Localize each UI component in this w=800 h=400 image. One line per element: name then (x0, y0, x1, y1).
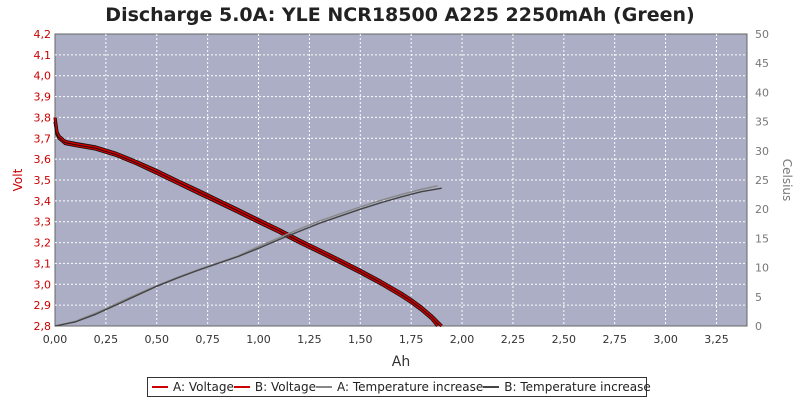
legend-swatch (483, 386, 500, 388)
y-left-tick-label: 3,5 (34, 174, 52, 187)
legend-item: B: Voltage (233, 380, 316, 394)
y-right-tick-label: 10 (755, 262, 769, 275)
x-tick-label: 2,00 (450, 333, 475, 346)
y-right-tick-label: 45 (755, 57, 769, 70)
y-left-tick-label: 3,9 (34, 91, 52, 104)
legend-item: A: Temperature increase (315, 380, 484, 394)
y-left-tick-label: 3,8 (34, 111, 52, 124)
x-tick-label: 2,75 (602, 333, 627, 346)
y-right-tick-label: 0 (755, 320, 762, 333)
y-right-tick-label: 35 (755, 116, 769, 129)
y-left-tick-label: 3,1 (34, 257, 52, 270)
x-tick-label: 0,00 (43, 333, 68, 346)
x-tick-label: 0,75 (195, 333, 220, 346)
legend-label: B: Voltage (254, 380, 316, 394)
legend-item: A: Voltage (152, 380, 234, 394)
series-line (54, 187, 442, 327)
y-right-tick-label: 30 (755, 145, 769, 158)
x-tick-label: 1,75 (399, 333, 424, 346)
x-tick-label: 0,50 (145, 333, 170, 346)
x-tick-label: 2,25 (501, 333, 526, 346)
x-tick-label: 2,50 (552, 333, 577, 346)
y-left-tick-label: 3,4 (34, 195, 52, 208)
y-right-tick-label: 5 (755, 291, 762, 304)
x-tick-label: 3,00 (653, 333, 678, 346)
y-right-tick-label: 50 (755, 28, 769, 41)
x-tick-label: 1,25 (297, 333, 322, 346)
legend-swatch (233, 386, 250, 388)
y-left-tick-label: 3,7 (34, 132, 52, 145)
y-left-tick-label: 4,0 (34, 70, 52, 83)
y-left-tick-label: 2,9 (34, 299, 52, 312)
y-left-axis-label: Volt (11, 168, 25, 191)
x-tick-label: 1,50 (348, 333, 373, 346)
y-right-axis-label: Celsius (780, 159, 794, 202)
y-right-tick-label: 20 (755, 203, 769, 216)
legend: A: Voltage B: Voltage A: Temperature incre… (147, 377, 651, 397)
y-left-tick-label: 3,0 (34, 278, 52, 291)
legend-label: A: Voltage (173, 380, 234, 394)
y-left-tick-label: 2,8 (34, 320, 52, 333)
y-left-tick-label: 4,1 (34, 49, 52, 62)
legend-swatch (152, 386, 168, 388)
y-left-tick-label: 3,2 (34, 237, 52, 250)
x-tick-label: 3,25 (704, 333, 729, 346)
y-left-tick-label: 3,3 (34, 216, 52, 229)
y-left-tick-label: 4,2 (34, 28, 52, 41)
series-line (54, 185, 438, 327)
y-right-tick-label: 25 (755, 174, 769, 187)
legend-swatch (315, 386, 332, 388)
y-right-tick-label: 15 (755, 232, 769, 245)
chart-title: Discharge 5.0A: YLE NCR18500 A225 2250mA… (105, 4, 695, 26)
x-tick-label: 0,25 (94, 333, 119, 346)
legend-label: A: Temperature increase (336, 380, 484, 394)
y-right-tick-label: 40 (755, 86, 769, 99)
x-axis-label: Ah (392, 354, 410, 370)
series-line (54, 117, 443, 327)
y-left-tick-label: 3,6 (34, 153, 52, 166)
x-tick-label: 1,00 (246, 333, 271, 346)
legend-label: B: Temperature increase (504, 380, 651, 394)
legend-item: B: Temperature increase (483, 380, 651, 394)
series-line (54, 121, 439, 327)
